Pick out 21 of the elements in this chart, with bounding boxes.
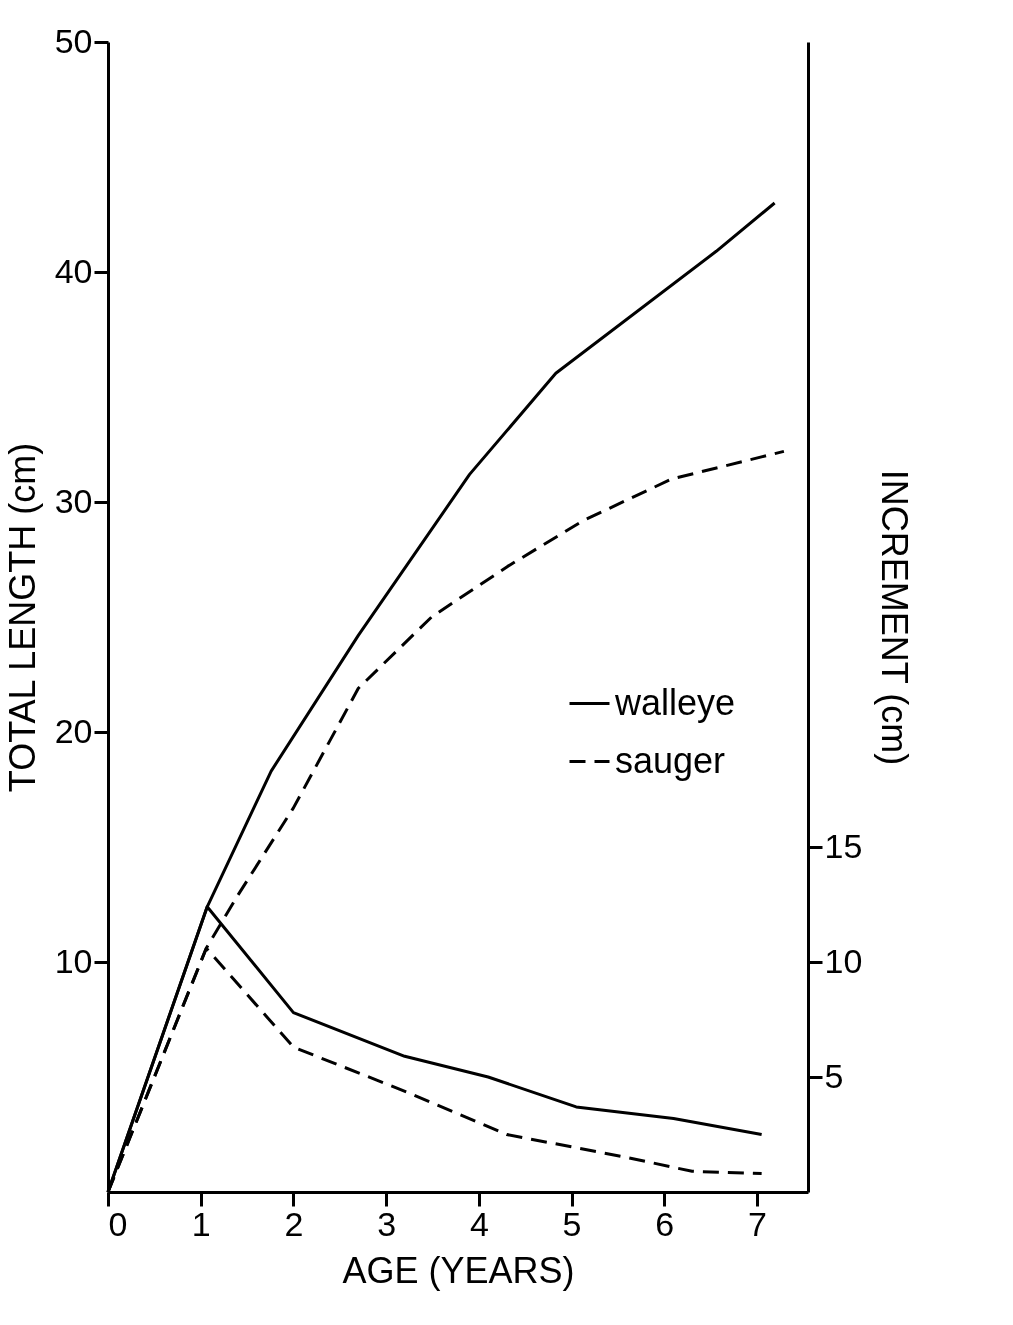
x-tick-label: 6 xyxy=(655,1204,675,1243)
y-tick-label: 20 xyxy=(54,711,93,750)
y2-axis-title: INCREMENT (cm) xyxy=(874,469,916,766)
y-tick-label: 30 xyxy=(54,481,93,520)
x-tick-label: 4 xyxy=(469,1204,489,1243)
x-tick-label: 0 xyxy=(108,1204,128,1243)
legend-label: sauger xyxy=(615,739,726,781)
x-tick-label: 2 xyxy=(284,1204,304,1243)
x-axis-title: AGE (YEARS) xyxy=(342,1249,575,1291)
y2-tick-label: 15 xyxy=(824,826,863,865)
y2-tick-label: 10 xyxy=(824,941,863,980)
y-tick-label: 10 xyxy=(54,941,93,980)
x-tick-label: 3 xyxy=(377,1204,397,1243)
x-tick-label: 5 xyxy=(562,1204,582,1243)
y2-tick-label: 5 xyxy=(824,1056,844,1095)
y-axis-title: TOTAL LENGTH (cm) xyxy=(1,442,43,793)
x-tick-label: 7 xyxy=(748,1204,767,1243)
y-tick-label: 50 xyxy=(54,21,93,60)
y-tick-label: 40 xyxy=(54,251,93,290)
x-tick-label: 1 xyxy=(191,1204,211,1243)
legend-label: walleye xyxy=(614,681,736,723)
